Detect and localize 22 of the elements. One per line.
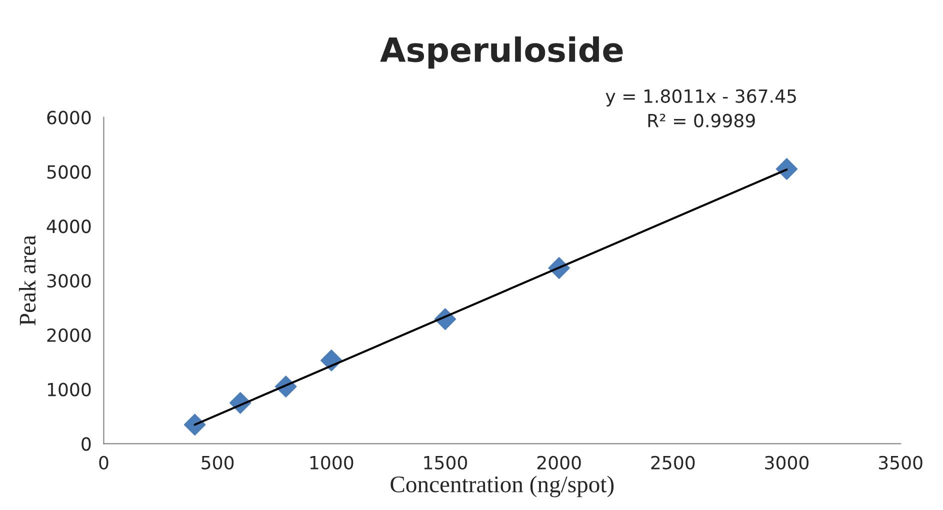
y-tick-label: 5000 (47, 165, 91, 179)
y-tick-label: 0 (82, 437, 91, 451)
y-axis-title: Peak area (19, 235, 36, 326)
x-tick-label: 3500 (878, 456, 922, 470)
y-tick-label: 2000 (47, 328, 91, 342)
text: y = 1.8011x - 367.45 (606, 89, 796, 106)
y-tick-label: 6000 (47, 110, 91, 124)
y-tick-label: 3000 (47, 274, 91, 288)
x-tick-label: 2500 (651, 456, 695, 470)
point (184, 414, 206, 436)
x-tick-label: 3000 (765, 456, 809, 470)
y-tick-label: 1000 (48, 382, 91, 396)
point (776, 158, 798, 180)
annotation: R² = 0.9989 (648, 114, 755, 128)
x-tick-label: 1500 (424, 456, 468, 470)
x-tick-label: 0 (99, 456, 108, 470)
chart-title: Asperuloside (380, 36, 623, 69)
x-tick-label: 1000 (310, 456, 354, 470)
x-tick-label: 500 (202, 456, 234, 470)
y-tick-label: 4000 (46, 220, 91, 234)
x-tick-label: 2000 (537, 456, 581, 470)
x-axis-title: Concentration (ng/spot) (390, 476, 614, 498)
